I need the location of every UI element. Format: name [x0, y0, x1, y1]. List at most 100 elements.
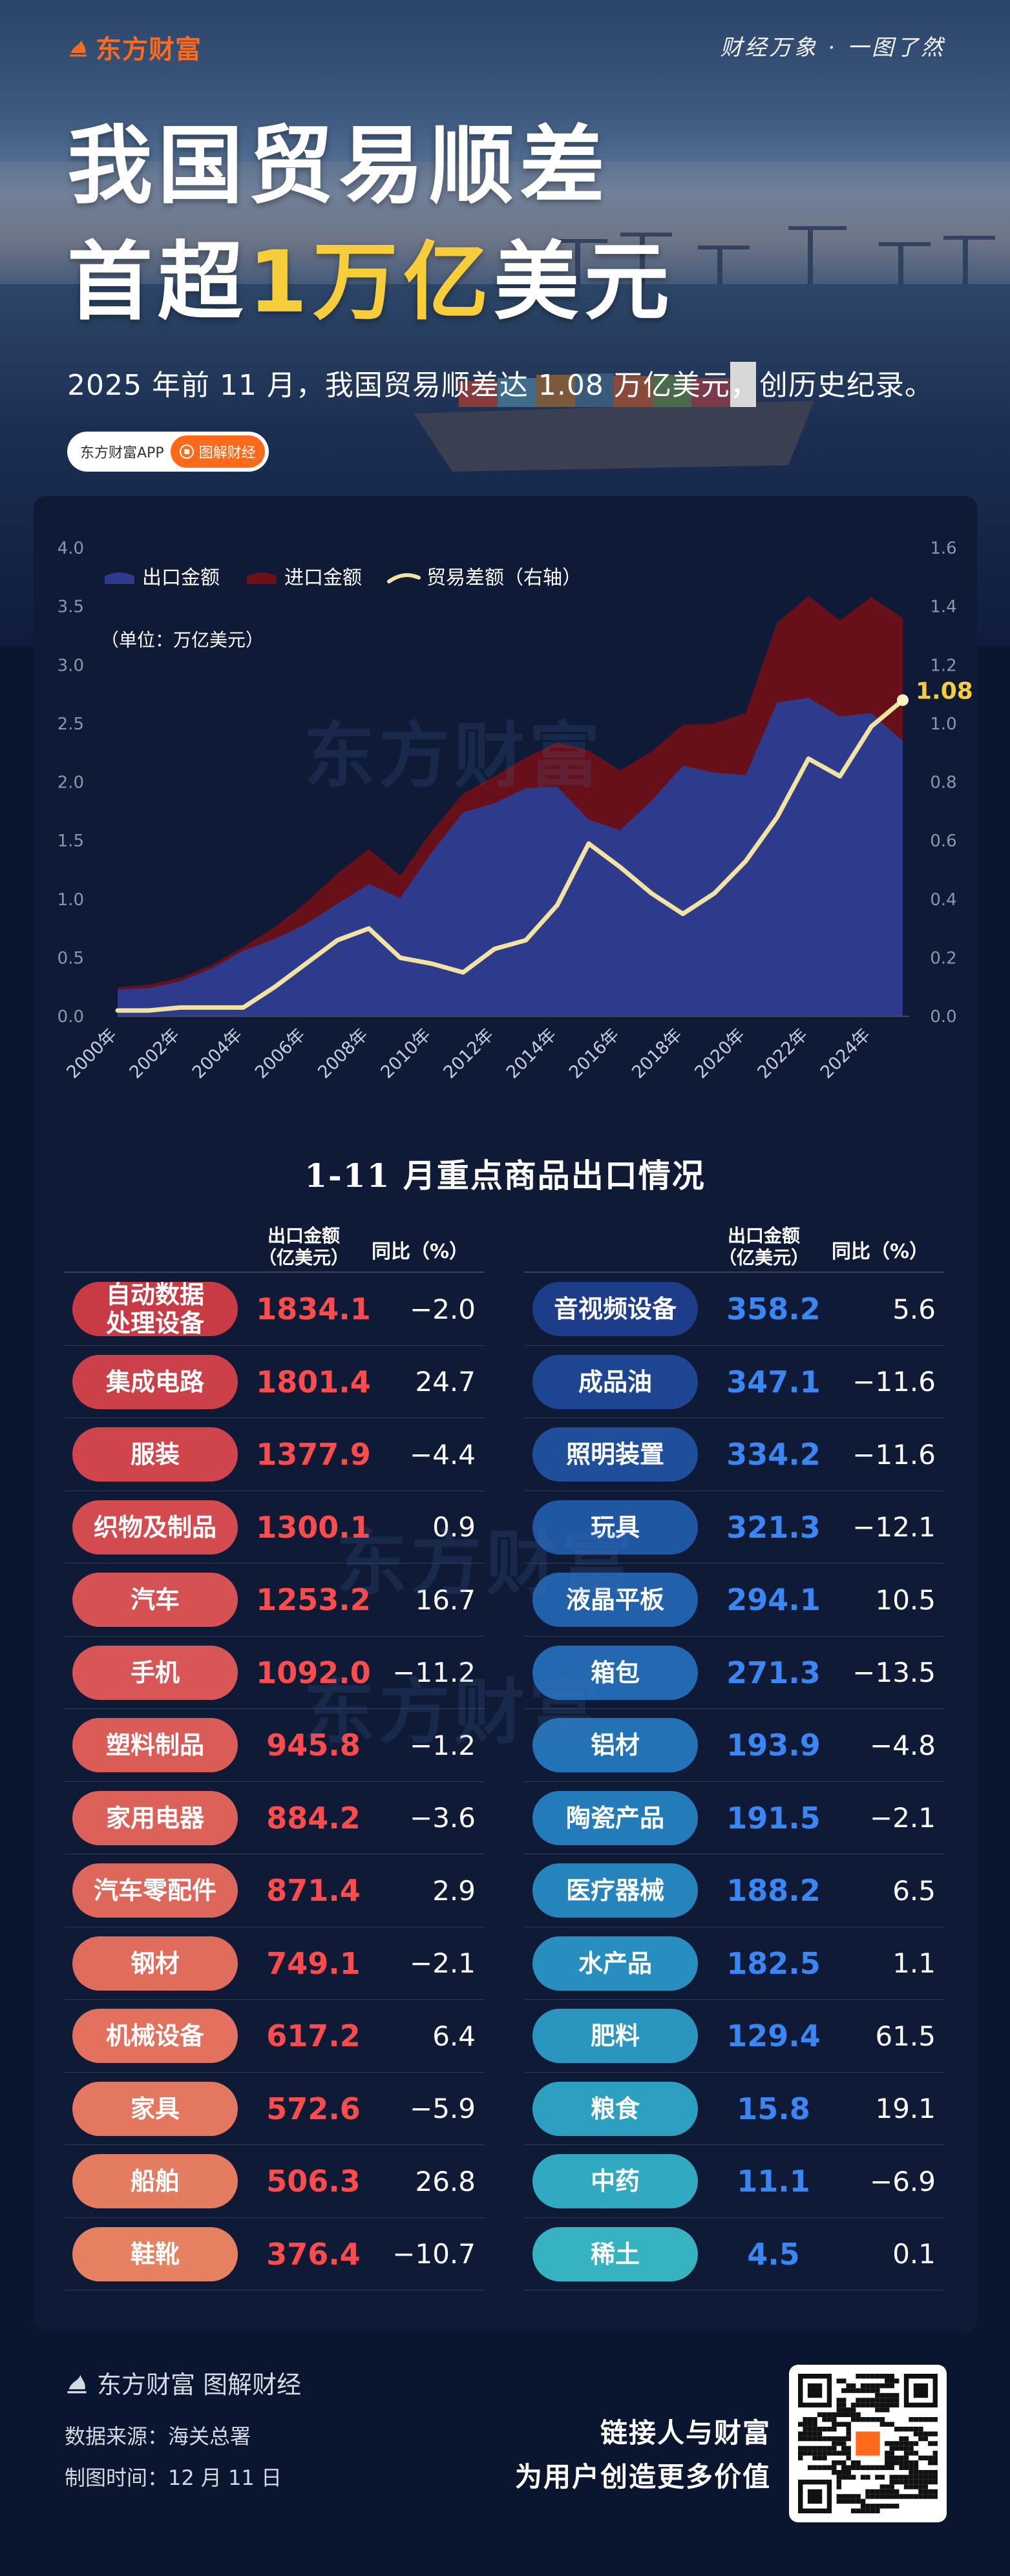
qr-module	[856, 2465, 861, 2470]
yoy-change: 1.1	[892, 1947, 936, 1979]
product-name-pill: 铝材	[532, 1718, 698, 1772]
product-name-pill: 医疗器械	[532, 1863, 698, 1918]
app-pill[interactable]: 东方财富APP 图解财经	[67, 432, 269, 472]
qr-module	[909, 2451, 914, 2456]
qr-module	[812, 2417, 817, 2422]
qr-module	[875, 2465, 880, 2470]
legend-label: 贸易差额（右轴）	[426, 567, 582, 589]
product-name-pill: 音视频设备	[532, 1282, 698, 1336]
qr-module	[928, 2494, 933, 2499]
export-amount: 376.4	[266, 2236, 361, 2272]
table-row: 家具 572.6 −5.9	[65, 2073, 485, 2145]
qr-module	[850, 2388, 856, 2393]
qr-module	[826, 2465, 832, 2470]
qr-module	[885, 2489, 890, 2495]
product-name-pill: 织物及制品	[72, 1500, 238, 1555]
qr-module	[909, 2426, 914, 2432]
right-axis-tick-label: 1.0	[930, 715, 956, 734]
qr-module	[836, 2407, 842, 2413]
qr-module	[928, 2431, 933, 2436]
qr-module	[832, 2426, 837, 2432]
qr-module	[803, 2451, 808, 2456]
qr-module	[889, 2422, 894, 2427]
qr-module	[889, 2398, 894, 2403]
qr-module	[913, 2475, 919, 2480]
qr-module	[918, 2417, 923, 2422]
qr-module	[836, 2441, 842, 2446]
qr-module	[932, 2469, 938, 2475]
qr-module	[923, 2469, 929, 2475]
qr-module	[826, 2451, 832, 2456]
qr-module	[913, 2460, 919, 2466]
qr-module	[841, 2494, 847, 2499]
qr-module	[850, 2412, 856, 2418]
qr-module	[860, 2475, 866, 2480]
qr-module	[894, 2402, 900, 2408]
export-amount: 1253.2	[256, 1582, 371, 1617]
export-amount: 321.3	[726, 1509, 821, 1545]
qr-module	[889, 2494, 894, 2499]
qr-module	[860, 2383, 866, 2389]
qr-module	[918, 2494, 923, 2499]
qr-module	[846, 2431, 851, 2436]
yoy-change: 26.8	[415, 2165, 476, 2197]
qr-code[interactable]	[789, 2365, 947, 2522]
qr-module	[903, 2441, 909, 2446]
yoy-change: 24.7	[415, 1366, 476, 1398]
qr-module	[894, 2398, 900, 2403]
qr-module	[841, 2388, 847, 2393]
qr-module	[850, 2475, 856, 2480]
qr-module	[909, 2484, 914, 2489]
x-axis-tick-label: 2014年	[503, 1025, 561, 1083]
yoy-change: 6.5	[892, 1874, 936, 1907]
illustrated-finance-button[interactable]: 图解财经	[170, 435, 265, 468]
product-name-line1: 自动数据	[105, 1281, 204, 1309]
qr-module	[885, 2504, 890, 2509]
x-axis-tick-label: 2008年	[314, 1025, 372, 1083]
headline-line2-pre: 首超	[67, 233, 248, 332]
qr-module	[807, 2417, 813, 2422]
rows-left: 自动数据 处理设备 1834.1 −2.0 集成电路 1801.4 24.7 服装 1377.9…	[65, 1273, 485, 2290]
qr-module	[817, 2412, 823, 2418]
yoy-change: −6.9	[870, 2165, 936, 2197]
table-row: 照明装置 334.2 −11.6	[525, 1418, 945, 1491]
qr-module	[913, 2451, 919, 2456]
yoy-change: 61.5	[875, 2020, 936, 2052]
qr-module	[850, 2417, 856, 2422]
qr-module	[879, 2402, 885, 2408]
qr-module	[841, 2407, 847, 2413]
qr-module	[817, 2455, 823, 2461]
product-name-pill: 陶瓷产品	[532, 1790, 698, 1845]
headline-line2-post: 美元	[493, 233, 675, 332]
footer: 东方财富 图解财经 数据来源：海关总署 制图时间：12 月 11 日 链接人与财…	[0, 2352, 1010, 2576]
qr-module	[903, 2445, 909, 2451]
product-name-pill: 手机	[72, 1645, 238, 1700]
qr-module	[918, 2431, 923, 2436]
qr-module	[885, 2460, 890, 2466]
qr-module	[841, 2451, 847, 2456]
qr-module	[832, 2460, 837, 2466]
brand-tagline: 财经万象 · 一图了然	[720, 35, 945, 61]
qr-module	[846, 2407, 851, 2413]
qr-module	[836, 2422, 842, 2427]
qr-module	[798, 2422, 803, 2427]
qr-module	[923, 2431, 929, 2436]
qr-module	[885, 2422, 890, 2427]
headline-line1: 我国贸易顺差	[67, 116, 610, 216]
yoy-change: −1.2	[410, 1729, 476, 1761]
qr-module	[846, 2475, 851, 2480]
qr-module	[803, 2426, 808, 2432]
qr-module	[879, 2465, 885, 2470]
qr-code-graphic	[798, 2374, 938, 2513]
qr-module	[865, 2398, 870, 2403]
qr-module	[889, 2489, 894, 2495]
qr-module	[909, 2494, 914, 2499]
qr-module	[875, 2407, 880, 2413]
export-amount: 347.1	[726, 1364, 821, 1399]
headline-subtitle: 2025 年前 11 月，我国贸易顺差达 1.08 万亿美元，创历史纪录。	[67, 369, 934, 402]
qr-module	[856, 2431, 880, 2456]
qr-module	[875, 2475, 880, 2480]
qr-module	[932, 2451, 938, 2456]
qr-module	[860, 2508, 866, 2513]
qr-module	[817, 2465, 823, 2470]
